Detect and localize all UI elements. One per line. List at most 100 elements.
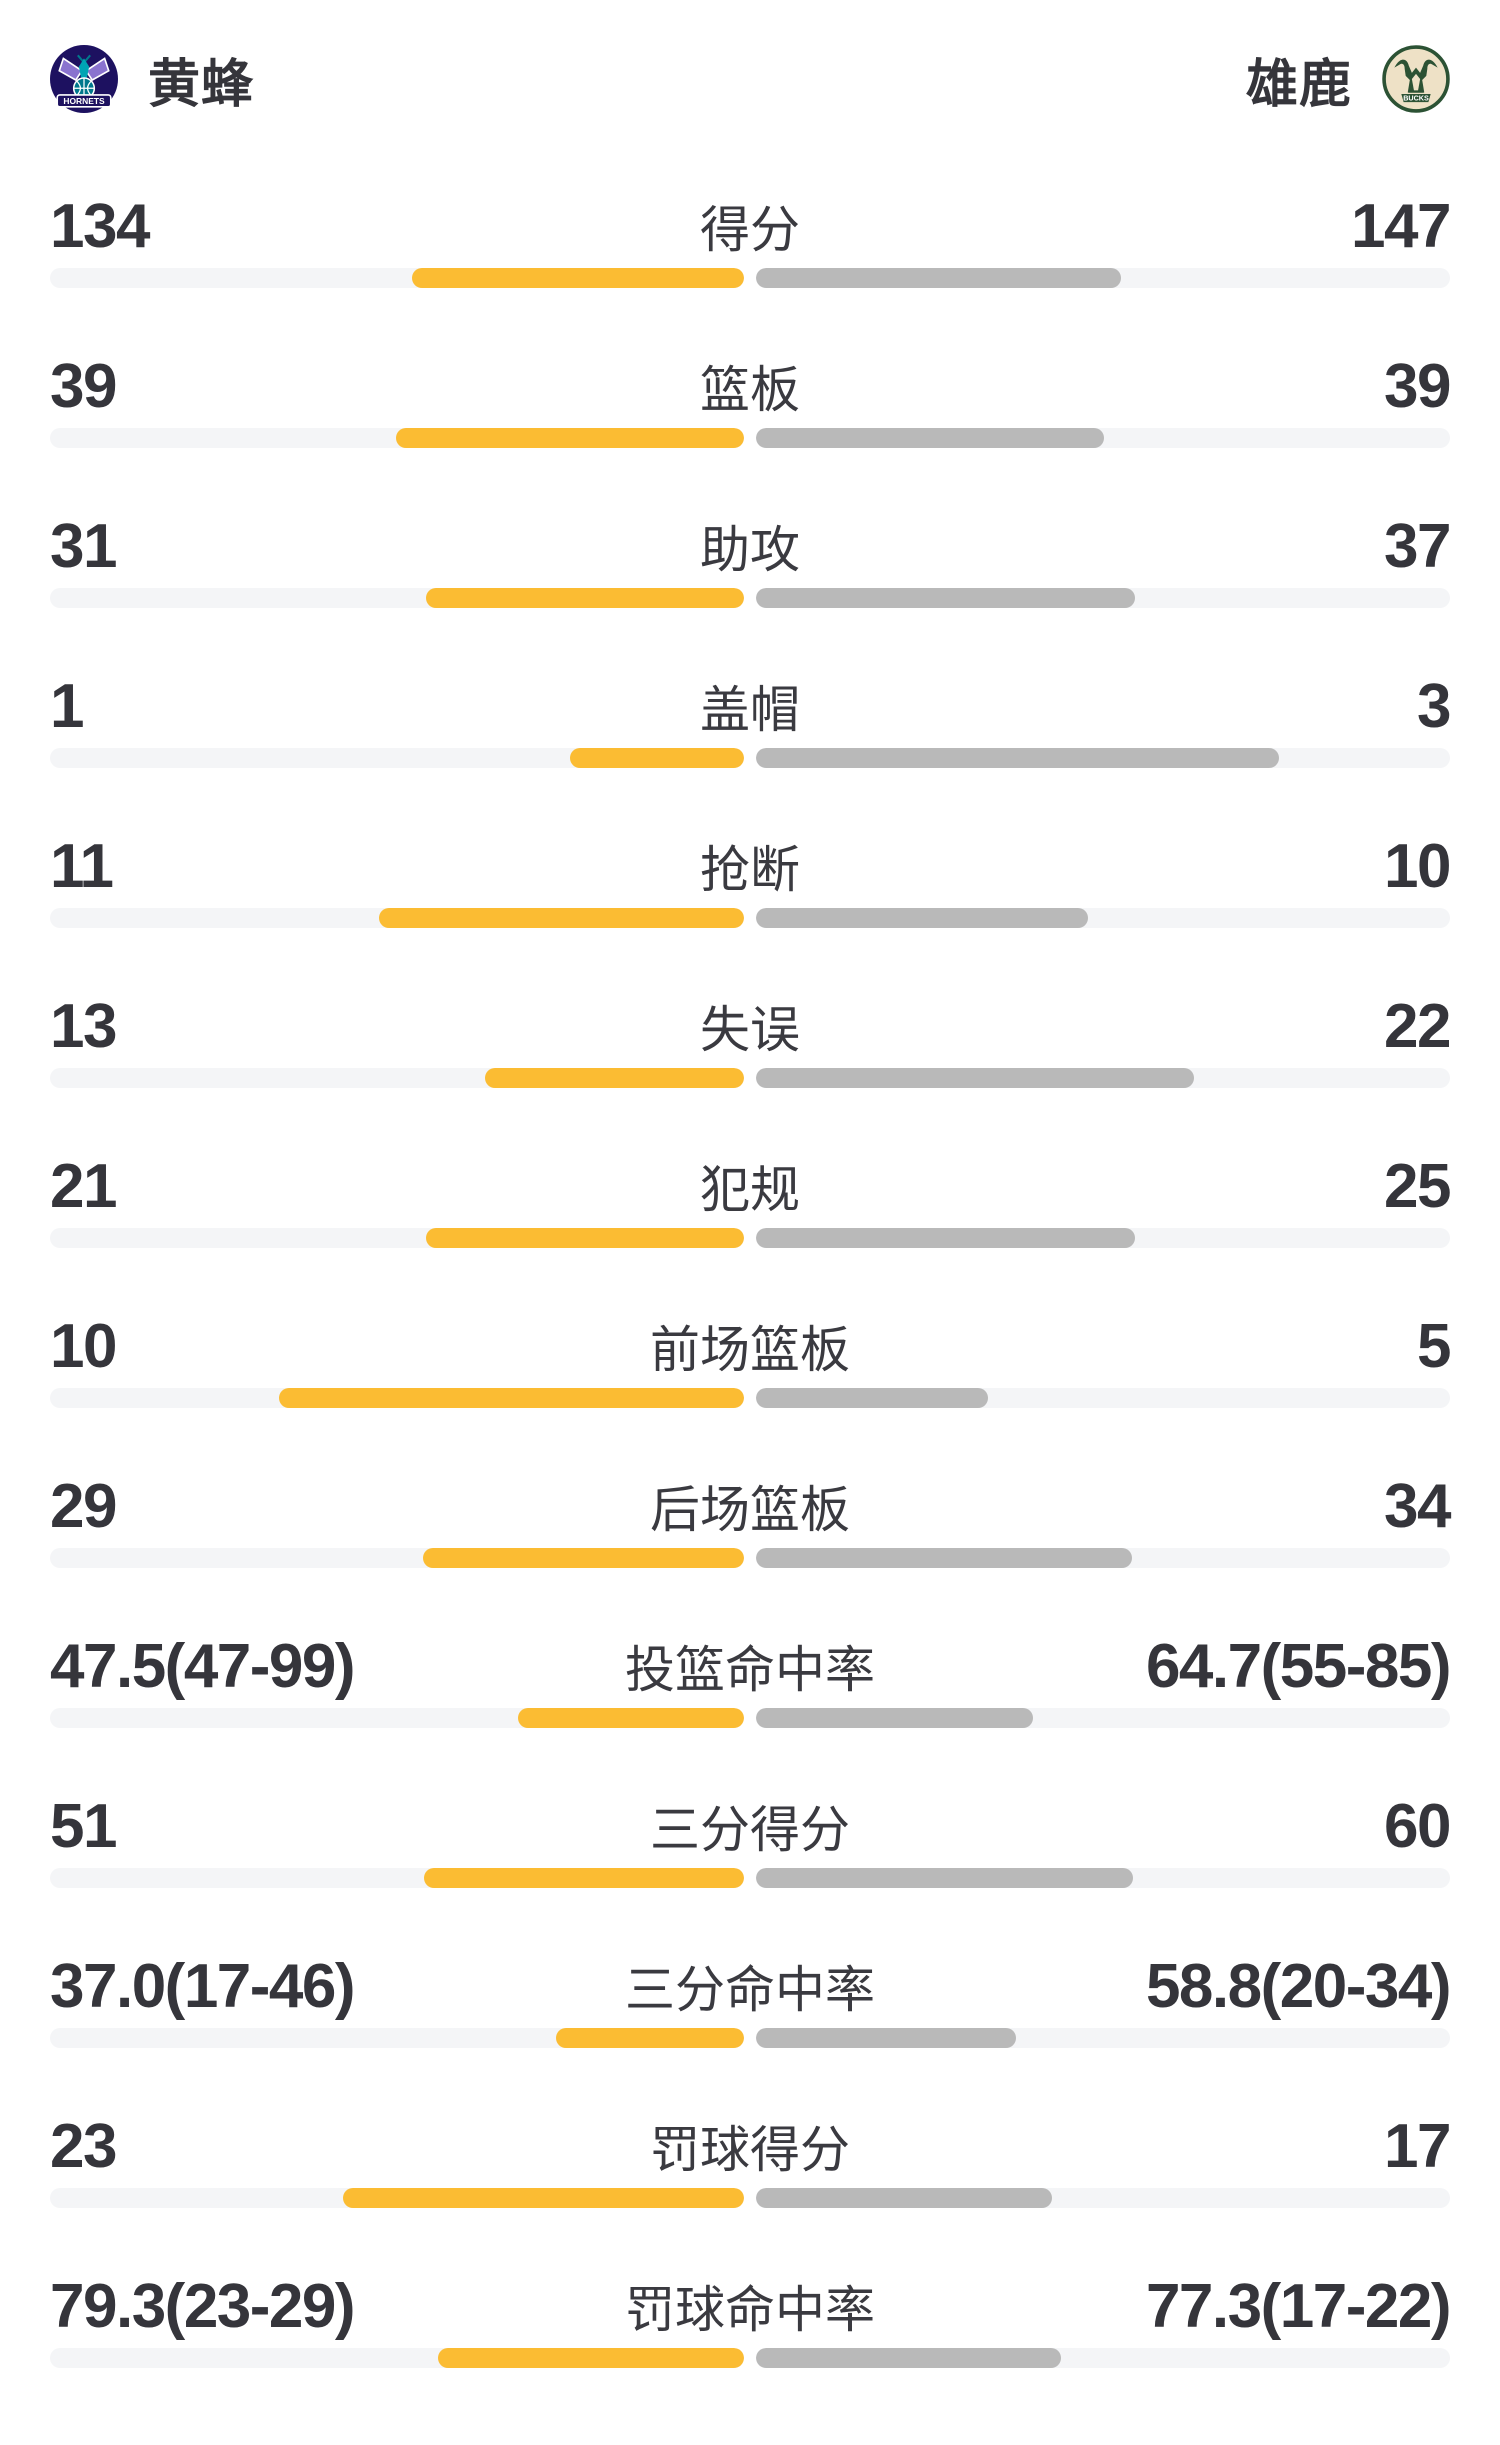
stat-bar-track [50,1708,1450,1728]
home-bar-fill [395,428,744,448]
stat-text-line: 39 篮板 39 [50,352,1452,421]
away-value: 5 [1417,1311,1451,1381]
stat-label: 投篮命中率 [625,1642,875,1698]
away-bar-track [756,1548,1450,1568]
stat-row: 1 盖帽 3 [50,620,1452,780]
stat-label: 犯规 [700,1162,800,1218]
away-bar-track [756,1228,1450,1248]
home-value: 47.5(47-99) [50,1631,356,1701]
away-bar-track [756,2188,1450,2208]
hornets-logo-icon: HORNETS [50,45,118,113]
away-bar-fill [756,1548,1133,1568]
home-bar-track [50,1228,744,1248]
hornets-logo-text: HORNETS [63,96,105,106]
away-value: 34 [1384,1471,1451,1541]
home-bar-track [50,1388,744,1408]
home-bar-fill [423,1548,744,1568]
stat-bar-track [50,1868,1450,1888]
away-bar-fill [756,268,1122,288]
stat-label: 三分命中率 [625,1962,875,2018]
home-value: 11 [50,831,114,901]
away-value: 77.3(17-22) [1145,2271,1452,2341]
match-stats-panel: HORNETS 黄蜂 雄鹿 BUCKS 134 得分 147 [0,45,1500,2380]
header: HORNETS 黄蜂 雄鹿 BUCKS [50,45,1450,114]
away-value: 37 [1384,511,1451,581]
stat-label: 三分得分 [650,1802,850,1858]
home-bar-track [50,748,744,768]
away-bar-fill [756,2028,1017,2048]
home-value: 39 [50,351,117,421]
stat-text-line: 11 抢断 10 [50,832,1452,901]
stat-text-line: 29 后场篮板 34 [50,1472,1452,1541]
stat-label: 盖帽 [700,682,800,738]
away-value: 22 [1384,991,1451,1061]
stat-bar-track [50,428,1450,448]
away-bar-fill [756,1228,1135,1248]
stat-bar-track [50,748,1450,768]
home-team: HORNETS 黄蜂 [50,42,254,117]
stats-list: 134 得分 147 39 篮板 39 [50,140,1452,2380]
stat-text-line: 31 助攻 37 [50,512,1452,581]
stat-label: 失误 [700,1002,800,1058]
away-bar-track [756,1068,1450,1088]
away-bar-track [756,1708,1450,1728]
home-value: 1 [50,671,84,741]
stat-row: 31 助攻 37 [50,460,1452,620]
home-value: 79.3(23-29) [50,2271,356,2341]
away-value: 147 [1351,191,1451,261]
stat-bar-track [50,2028,1450,2048]
away-value: 58.8(20-34) [1145,1951,1452,2021]
home-bar-fill [569,748,744,768]
home-value: 10 [50,1311,117,1381]
away-bar-track [756,588,1450,608]
stat-label: 罚球得分 [650,2122,850,2178]
away-bar-track [756,1388,1450,1408]
home-bar-track [50,1868,744,1888]
stat-text-line: 23 罚球得分 17 [50,2112,1452,2181]
away-bar-track [756,428,1450,448]
stat-label: 得分 [700,202,800,258]
stat-row: 29 后场篮板 34 [50,1420,1452,1580]
stat-text-line: 10 前场篮板 5 [50,1312,1452,1381]
home-bar-fill [424,1868,744,1888]
away-bar-fill [756,1708,1033,1728]
stat-bar-track [50,268,1450,288]
stat-label: 前场篮板 [650,1322,850,1378]
stat-label: 篮板 [700,362,800,418]
away-value: 17 [1384,2111,1451,2181]
stat-row: 51 三分得分 60 [50,1740,1452,1900]
home-bar-fill [517,1708,744,1728]
stat-text-line: 21 犯规 25 [50,1152,1452,1221]
away-bar-fill [756,2188,1053,2208]
home-bar-track [50,2348,744,2368]
home-bar-track [50,2188,744,2208]
away-bar-fill [756,1868,1133,1888]
stat-bar-track [50,1228,1450,1248]
home-bar-fill [342,2188,744,2208]
stat-row: 11 抢断 10 [50,780,1452,940]
home-value: 21 [50,1151,117,1221]
stat-row: 21 犯规 25 [50,1100,1452,1260]
stat-row: 37.0(17-46) 三分命中率 58.8(20-34) [50,1900,1452,2060]
stat-text-line: 79.3(23-29) 罚球命中率 77.3(17-22) [50,2272,1452,2341]
away-value: 60 [1384,1791,1451,1861]
away-value: 3 [1417,671,1451,741]
away-value: 25 [1384,1151,1451,1221]
away-value: 10 [1384,831,1451,901]
home-bar-fill [426,588,744,608]
home-value: 51 [50,1791,117,1861]
stat-label: 后场篮板 [650,1482,850,1538]
bucks-logo-text: BUCKS [1403,94,1429,103]
away-value: 39 [1384,351,1451,421]
away-bar-fill [756,748,1280,768]
away-bar-fill [756,2348,1061,2368]
away-bar-fill [756,588,1135,608]
stat-text-line: 134 得分 147 [50,192,1452,261]
away-bar-track [756,2028,1450,2048]
home-value: 31 [50,511,117,581]
home-bar-track [50,588,744,608]
home-bar-track [50,428,744,448]
home-bar-track [50,1548,744,1568]
stat-row: 79.3(23-29) 罚球命中率 77.3(17-22) [50,2220,1452,2380]
stat-label: 抢断 [700,842,800,898]
